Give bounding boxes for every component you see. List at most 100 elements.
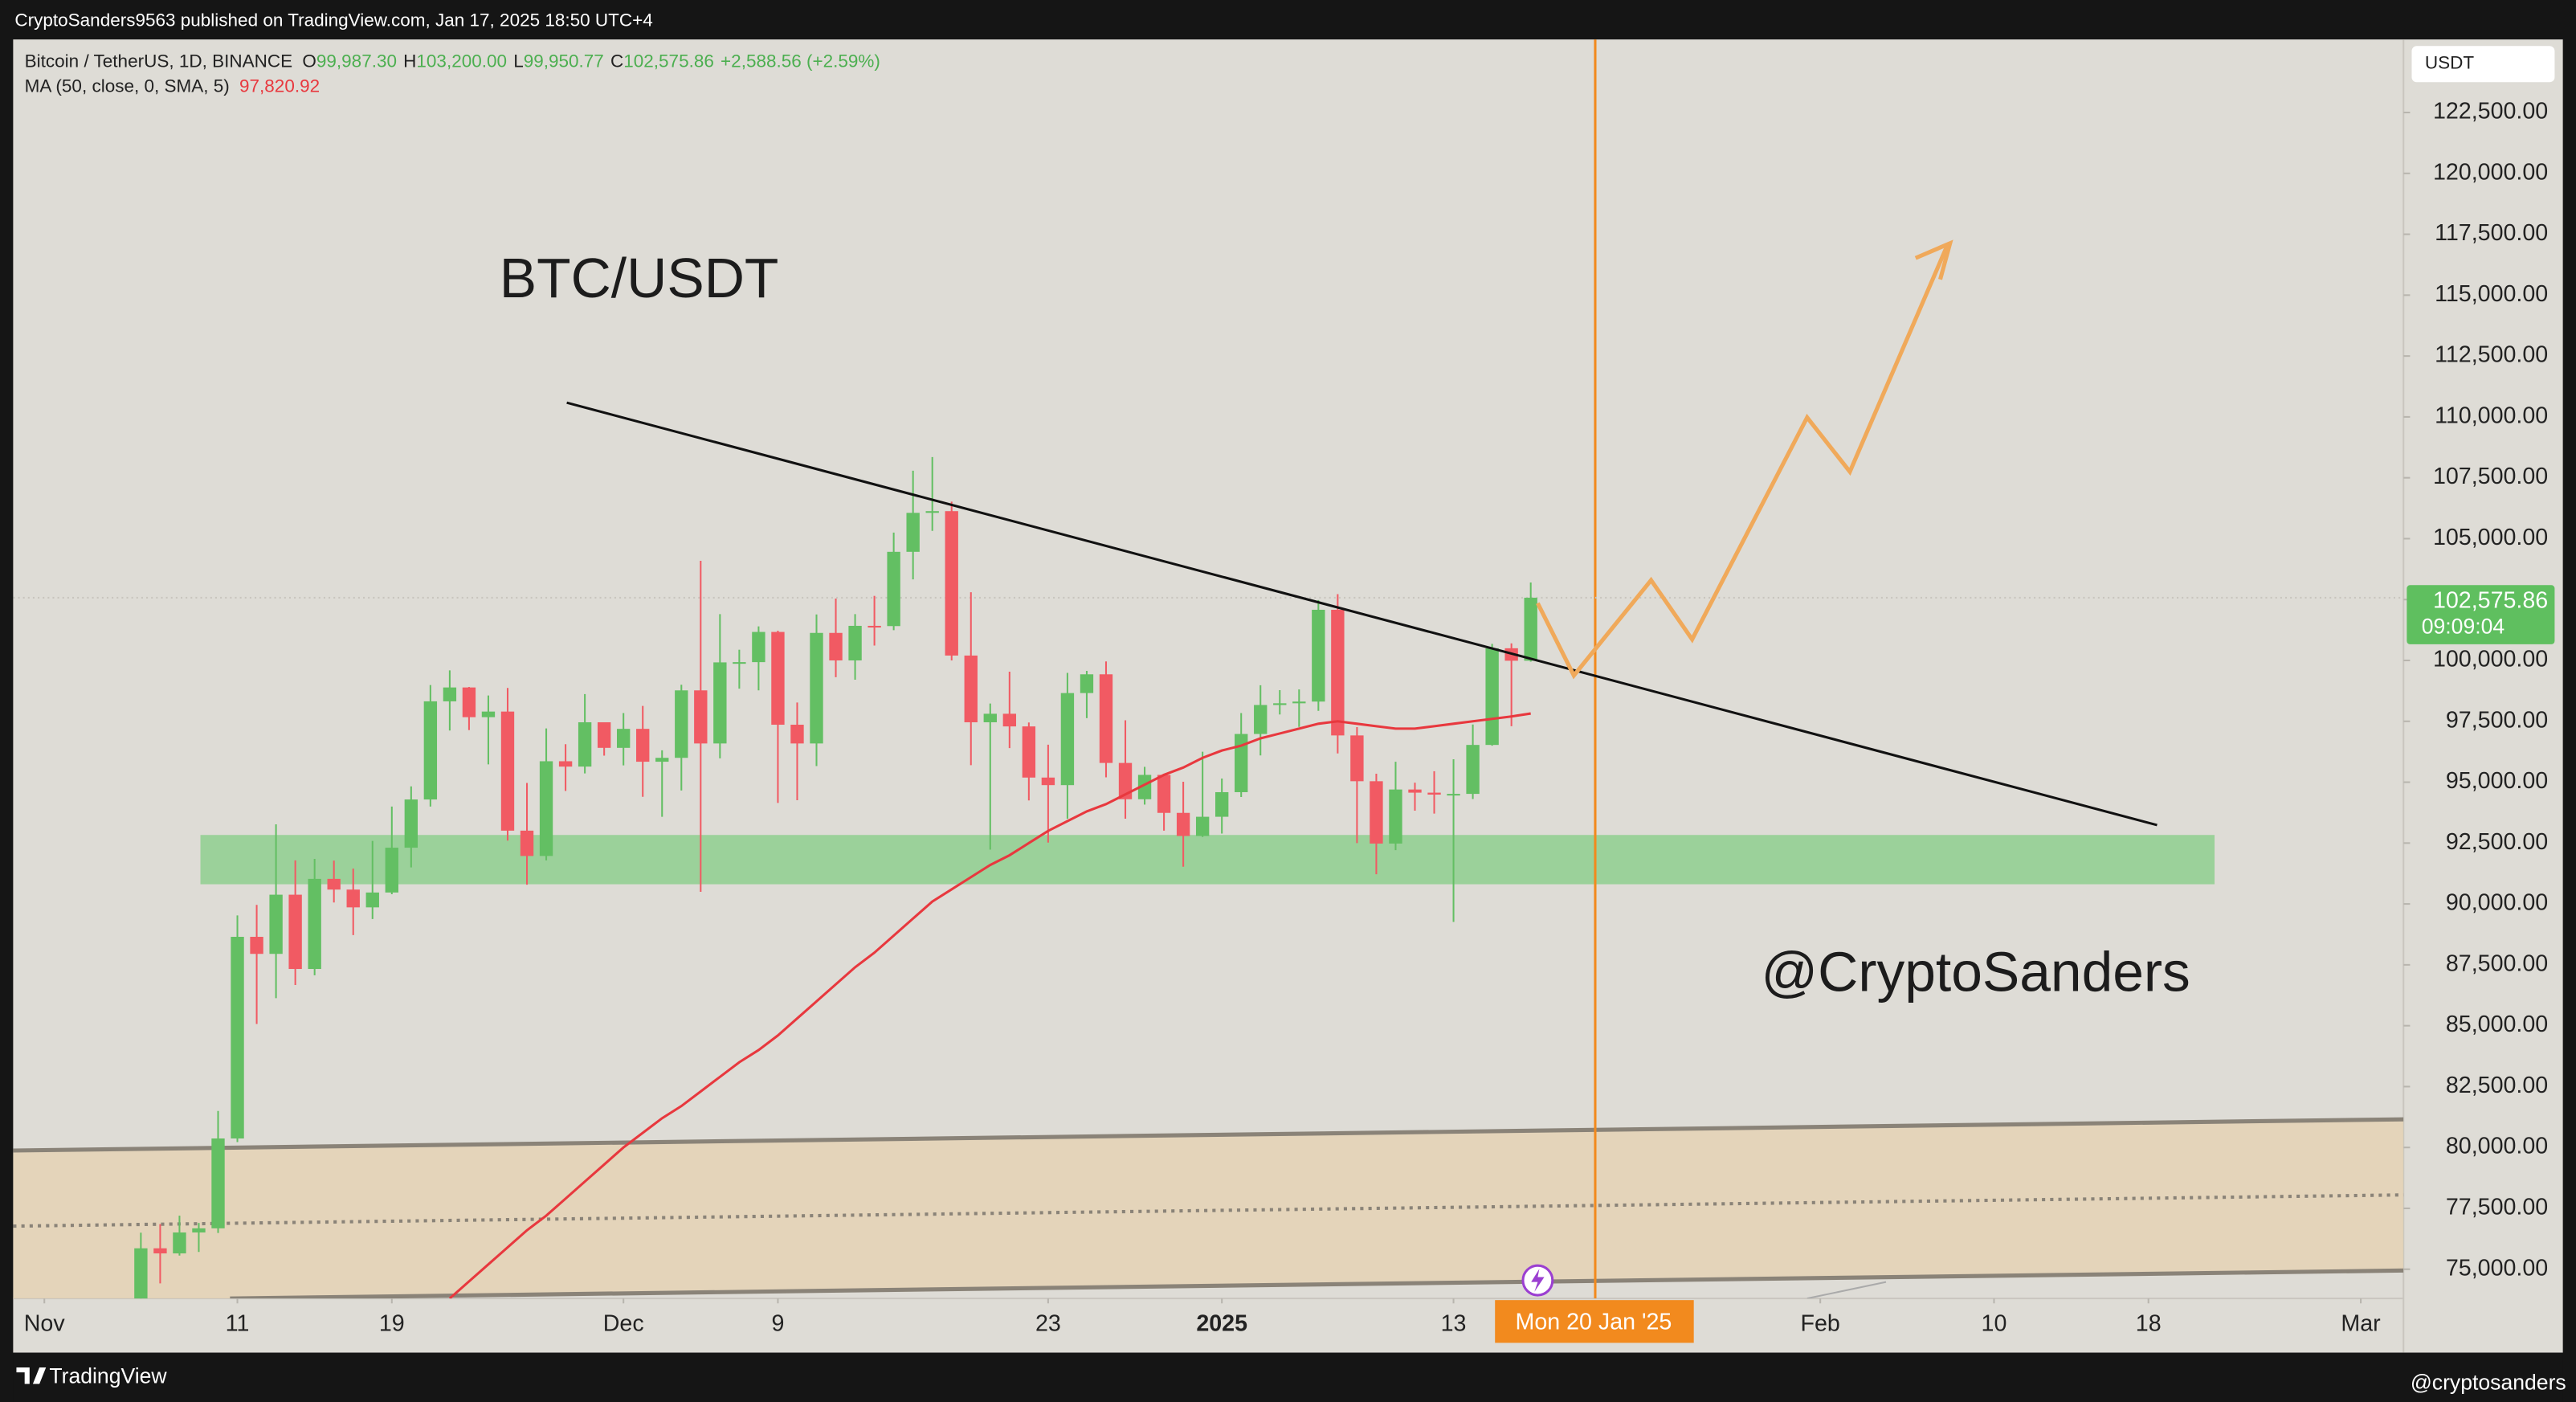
x-tick-label: 23: [1035, 1310, 1061, 1336]
y-tick-label: 105,000.00: [2433, 525, 2548, 550]
candle-body: [945, 511, 958, 656]
candle-body: [385, 848, 398, 893]
event-bolt: [1531, 1269, 1545, 1292]
candle-body: [288, 894, 302, 970]
trendline: [566, 401, 2158, 827]
footer-brand: TradingView: [49, 1363, 167, 1388]
candle-body: [713, 662, 727, 744]
candle-body: [675, 690, 688, 758]
legend-text: C: [610, 51, 623, 72]
x-axis: Nov 11 19 Dec 9 23 2025 13 Feb 10 18 Mar: [24, 1298, 2381, 1336]
candle-body: [404, 799, 418, 848]
candle-body: [1215, 791, 1229, 817]
candle-body: [520, 830, 534, 856]
candle-body: [192, 1228, 206, 1232]
currency[interactable]: USDT: [2425, 53, 2474, 73]
footer: [13, 1352, 2563, 1402]
y-tick-label: 75,000.00: [2446, 1255, 2548, 1281]
crosshair-box: [1495, 1300, 1694, 1343]
candle-body: [829, 632, 843, 660]
candle-body: [964, 655, 978, 722]
candle-body: [925, 511, 939, 513]
candle-body: [1427, 792, 1441, 795]
x-tick-label: 11: [226, 1310, 250, 1336]
candle-body: [848, 625, 862, 660]
candle-body: [1312, 609, 1325, 702]
legend-value: +2,588.56 (+2.59%): [721, 51, 880, 72]
countdown: 09:09:04: [2422, 614, 2505, 638]
y-tick-label: 80,000.00: [2446, 1134, 2548, 1159]
candle-body: [1118, 762, 1133, 799]
candle-body: [1002, 713, 1017, 727]
y-tick-label: 115,000.00: [2435, 281, 2548, 307]
candle-body: [462, 687, 476, 717]
overlays: [566, 239, 2158, 1299]
watermark: @CryptoSanders: [1762, 941, 2190, 1003]
candle-body: [327, 878, 341, 890]
header: CryptoSanders9563 published on TradingVi…: [14, 10, 652, 31]
candle-body: [211, 1138, 225, 1228]
candle-body: [1466, 745, 1480, 795]
candle-body: [1235, 734, 1248, 792]
y-tick-label: 107,500.00: [2433, 464, 2548, 489]
legend-text: H: [403, 51, 416, 72]
y-tick-label: 77,500.00: [2446, 1195, 2548, 1220]
candle-body: [1350, 735, 1364, 782]
candle-body: [1099, 674, 1113, 763]
candle-body: [1195, 816, 1210, 836]
y-tick-label: 90,000.00: [2446, 890, 2548, 916]
legend-text: MA (50, close, 0, SMA, 5): [25, 76, 230, 96]
legend-text: O: [302, 51, 316, 72]
candle-body: [346, 889, 360, 908]
candle-body: [1080, 674, 1094, 693]
legend-value: 99,950.77: [524, 51, 604, 72]
candle-body: [173, 1232, 186, 1254]
x-tick-label: 13: [1441, 1310, 1467, 1336]
candle-body: [134, 1248, 148, 1299]
candle-body: [500, 711, 515, 831]
chart-title: BTC/USDT: [500, 247, 779, 309]
price-label-box: [2407, 585, 2555, 644]
candle-body: [1370, 781, 1383, 844]
candle-body: [636, 729, 650, 762]
legend-value: 99,987.30: [316, 51, 397, 72]
candle-body: [443, 687, 457, 701]
projection-arrow: [1914, 239, 1953, 280]
currency-box[interactable]: [2411, 46, 2555, 83]
candle-body: [558, 761, 573, 767]
y-tick-label: 117,500.00: [2435, 220, 2548, 246]
y-tick-label: 87,500.00: [2446, 950, 2548, 976]
candle-body: [153, 1248, 167, 1254]
candle-body: [481, 711, 496, 717]
drawing-stub: [1806, 1281, 1887, 1299]
candle-body: [655, 758, 669, 762]
candle-body: [983, 713, 997, 722]
candle-body: [1041, 777, 1055, 786]
candle-body: [231, 937, 244, 1138]
legend-value: 103,200.00: [416, 51, 507, 72]
y-tick-label: 112,500.00: [2435, 342, 2548, 368]
x-tick-label: 10: [1982, 1310, 2007, 1336]
candle-body: [906, 513, 920, 552]
channel-bottom: [230, 1268, 2404, 1299]
candle-body: [578, 721, 592, 767]
footer-handle: @cryptosanders: [2411, 1371, 2566, 1395]
candle-body: [1485, 648, 1499, 746]
candle-body: [752, 632, 765, 663]
y-tick-label: 97,500.00: [2446, 707, 2548, 733]
channel-fill: [13, 1119, 2404, 1299]
candle-body: [250, 937, 263, 954]
ma-line: [448, 712, 1531, 1299]
price-label: 102,575.86: [2433, 587, 2548, 613]
crosshair-label: Mon 20 Jan '25: [1516, 1309, 1672, 1335]
candle-body: [597, 721, 611, 748]
candle-body: [1273, 703, 1287, 705]
drawings: [13, 39, 2404, 1299]
x-tick-label: 9: [771, 1310, 784, 1336]
candle-body: [539, 761, 553, 856]
candle-body: [365, 892, 379, 908]
y-tick-label: 122,500.00: [2433, 99, 2548, 125]
candle-body: [1389, 789, 1402, 844]
channel-top: [13, 1117, 2404, 1153]
